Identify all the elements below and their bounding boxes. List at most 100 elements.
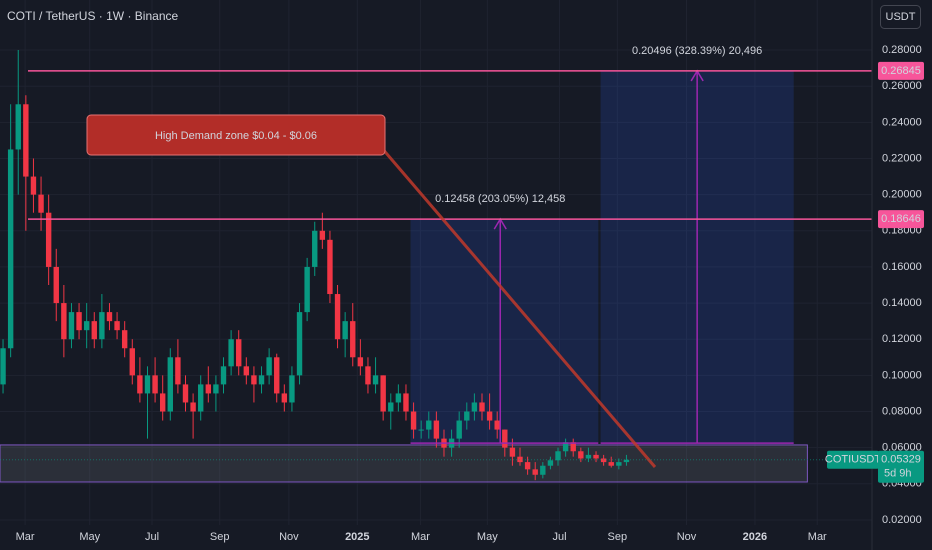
callout-box — [86, 114, 386, 156]
candle-body — [15, 104, 21, 150]
x-tick-label: 2025 — [345, 531, 369, 543]
x-tick-label: Nov — [677, 531, 697, 543]
symbol-label: COTIUSDT — [825, 454, 882, 466]
candle-body — [266, 357, 272, 376]
candle-body — [91, 321, 97, 340]
candle-body — [509, 447, 516, 457]
candle-body — [380, 375, 386, 412]
candle-body — [593, 454, 599, 459]
candle-body — [129, 348, 135, 376]
x-tick-label: Jul — [145, 531, 159, 543]
y-tick-label: 0.06000 — [882, 442, 922, 454]
y-tick-label: 0.16000 — [882, 261, 922, 273]
candle-body — [228, 339, 234, 367]
candle-body — [182, 384, 189, 403]
candle-body — [502, 429, 508, 448]
candle-body — [608, 462, 614, 466]
y-tick-label: 0.20000 — [882, 189, 922, 201]
candle-body — [175, 357, 181, 385]
x-tick-label: Mar — [808, 531, 827, 543]
candle-body — [236, 339, 242, 367]
candle-body — [365, 366, 371, 385]
candle-body — [296, 312, 303, 376]
candle-body — [274, 357, 280, 394]
candle-body — [426, 420, 432, 430]
x-tick-label: Mar — [411, 531, 430, 543]
candle-body — [562, 442, 569, 452]
candle-body — [121, 330, 128, 349]
candle-body — [433, 420, 440, 439]
candle-body — [471, 402, 478, 412]
measure-label: 0.20496 (328.39%) 20,496 — [632, 45, 762, 57]
candle-body — [350, 321, 356, 358]
symbol-tag — [827, 450, 879, 469]
level-label: 0.26845 — [881, 65, 921, 77]
y-tick-label: 0.24000 — [882, 116, 922, 128]
y-tick-label: 0.02000 — [882, 514, 922, 526]
candle-body — [494, 420, 500, 430]
candle-body — [304, 266, 310, 313]
candle-body — [570, 442, 576, 452]
candle-body — [281, 393, 288, 403]
level-tag — [878, 61, 924, 80]
candle-body — [388, 402, 394, 412]
candle-body — [524, 462, 531, 470]
candle-body — [68, 312, 75, 340]
candle-body — [532, 469, 538, 475]
currency-button[interactable] — [880, 5, 921, 29]
candle-body — [289, 375, 295, 403]
y-tick-label: 0.10000 — [882, 369, 922, 381]
x-tick-label: May — [79, 531, 100, 543]
currency-label[interactable]: USDT — [886, 11, 916, 23]
y-tick-label: 0.08000 — [882, 405, 922, 417]
candle-body — [547, 460, 554, 466]
candle-body — [555, 451, 561, 461]
candle-body — [76, 312, 82, 331]
callout-text: High Demand zone $0.04 - $0.06 — [155, 130, 317, 142]
grid — [0, 0, 872, 525]
candle-body — [7, 149, 14, 349]
overlay: 0.12458 (203.05%) 12,458 0.20496 (328.39%… — [28, 45, 872, 468]
candle-body — [38, 194, 44, 213]
candle-body — [319, 230, 326, 240]
candle-body — [190, 402, 196, 412]
candle-body — [464, 411, 470, 421]
callout-pointer — [373, 139, 657, 468]
candle-body — [213, 384, 219, 394]
candle-body — [372, 375, 379, 385]
candle-body — [53, 266, 59, 304]
candle-body — [144, 375, 151, 394]
candle-body — [456, 420, 462, 439]
measure-box — [410, 219, 599, 444]
candle-body — [220, 366, 227, 385]
candle-body — [479, 402, 485, 412]
candle-body — [137, 375, 143, 394]
candle-body — [410, 411, 417, 430]
chart-title: COTI / TetherUS · 1W · Binance — [7, 9, 178, 23]
candle-body — [106, 312, 113, 322]
y-tick-label: 0.22000 — [882, 152, 922, 164]
candle-body — [243, 366, 250, 376]
x-tick-label: Sep — [210, 531, 230, 543]
measure-label: 0.12458 (203.05%) 12,458 — [435, 193, 565, 205]
candle-body — [403, 393, 409, 412]
x-tick-label: 2026 — [743, 531, 767, 543]
candle-body — [0, 348, 6, 385]
candle-body — [251, 375, 257, 385]
candle-body — [623, 459, 630, 463]
x-tick-label: Jul — [553, 531, 567, 543]
price-label: 0.05329 — [881, 454, 921, 466]
candle-body — [600, 458, 607, 463]
candle-body — [23, 104, 29, 177]
price-tag — [878, 450, 924, 483]
candle-body — [152, 375, 158, 394]
candle-body — [616, 462, 622, 466]
candle-body — [167, 357, 173, 412]
y-tick-label: 0.12000 — [882, 333, 922, 345]
candle-body — [114, 321, 120, 331]
candle-body — [585, 454, 592, 459]
x-tick-label: May — [477, 531, 498, 543]
candle-body — [312, 230, 318, 267]
